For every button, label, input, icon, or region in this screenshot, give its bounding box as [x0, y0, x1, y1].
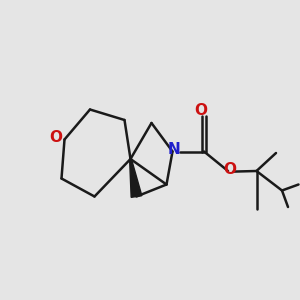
- Text: O: O: [50, 130, 63, 146]
- Text: O: O: [194, 103, 208, 118]
- Text: N: N: [168, 142, 180, 158]
- Text: O: O: [223, 162, 236, 177]
- Polygon shape: [130, 159, 142, 197]
